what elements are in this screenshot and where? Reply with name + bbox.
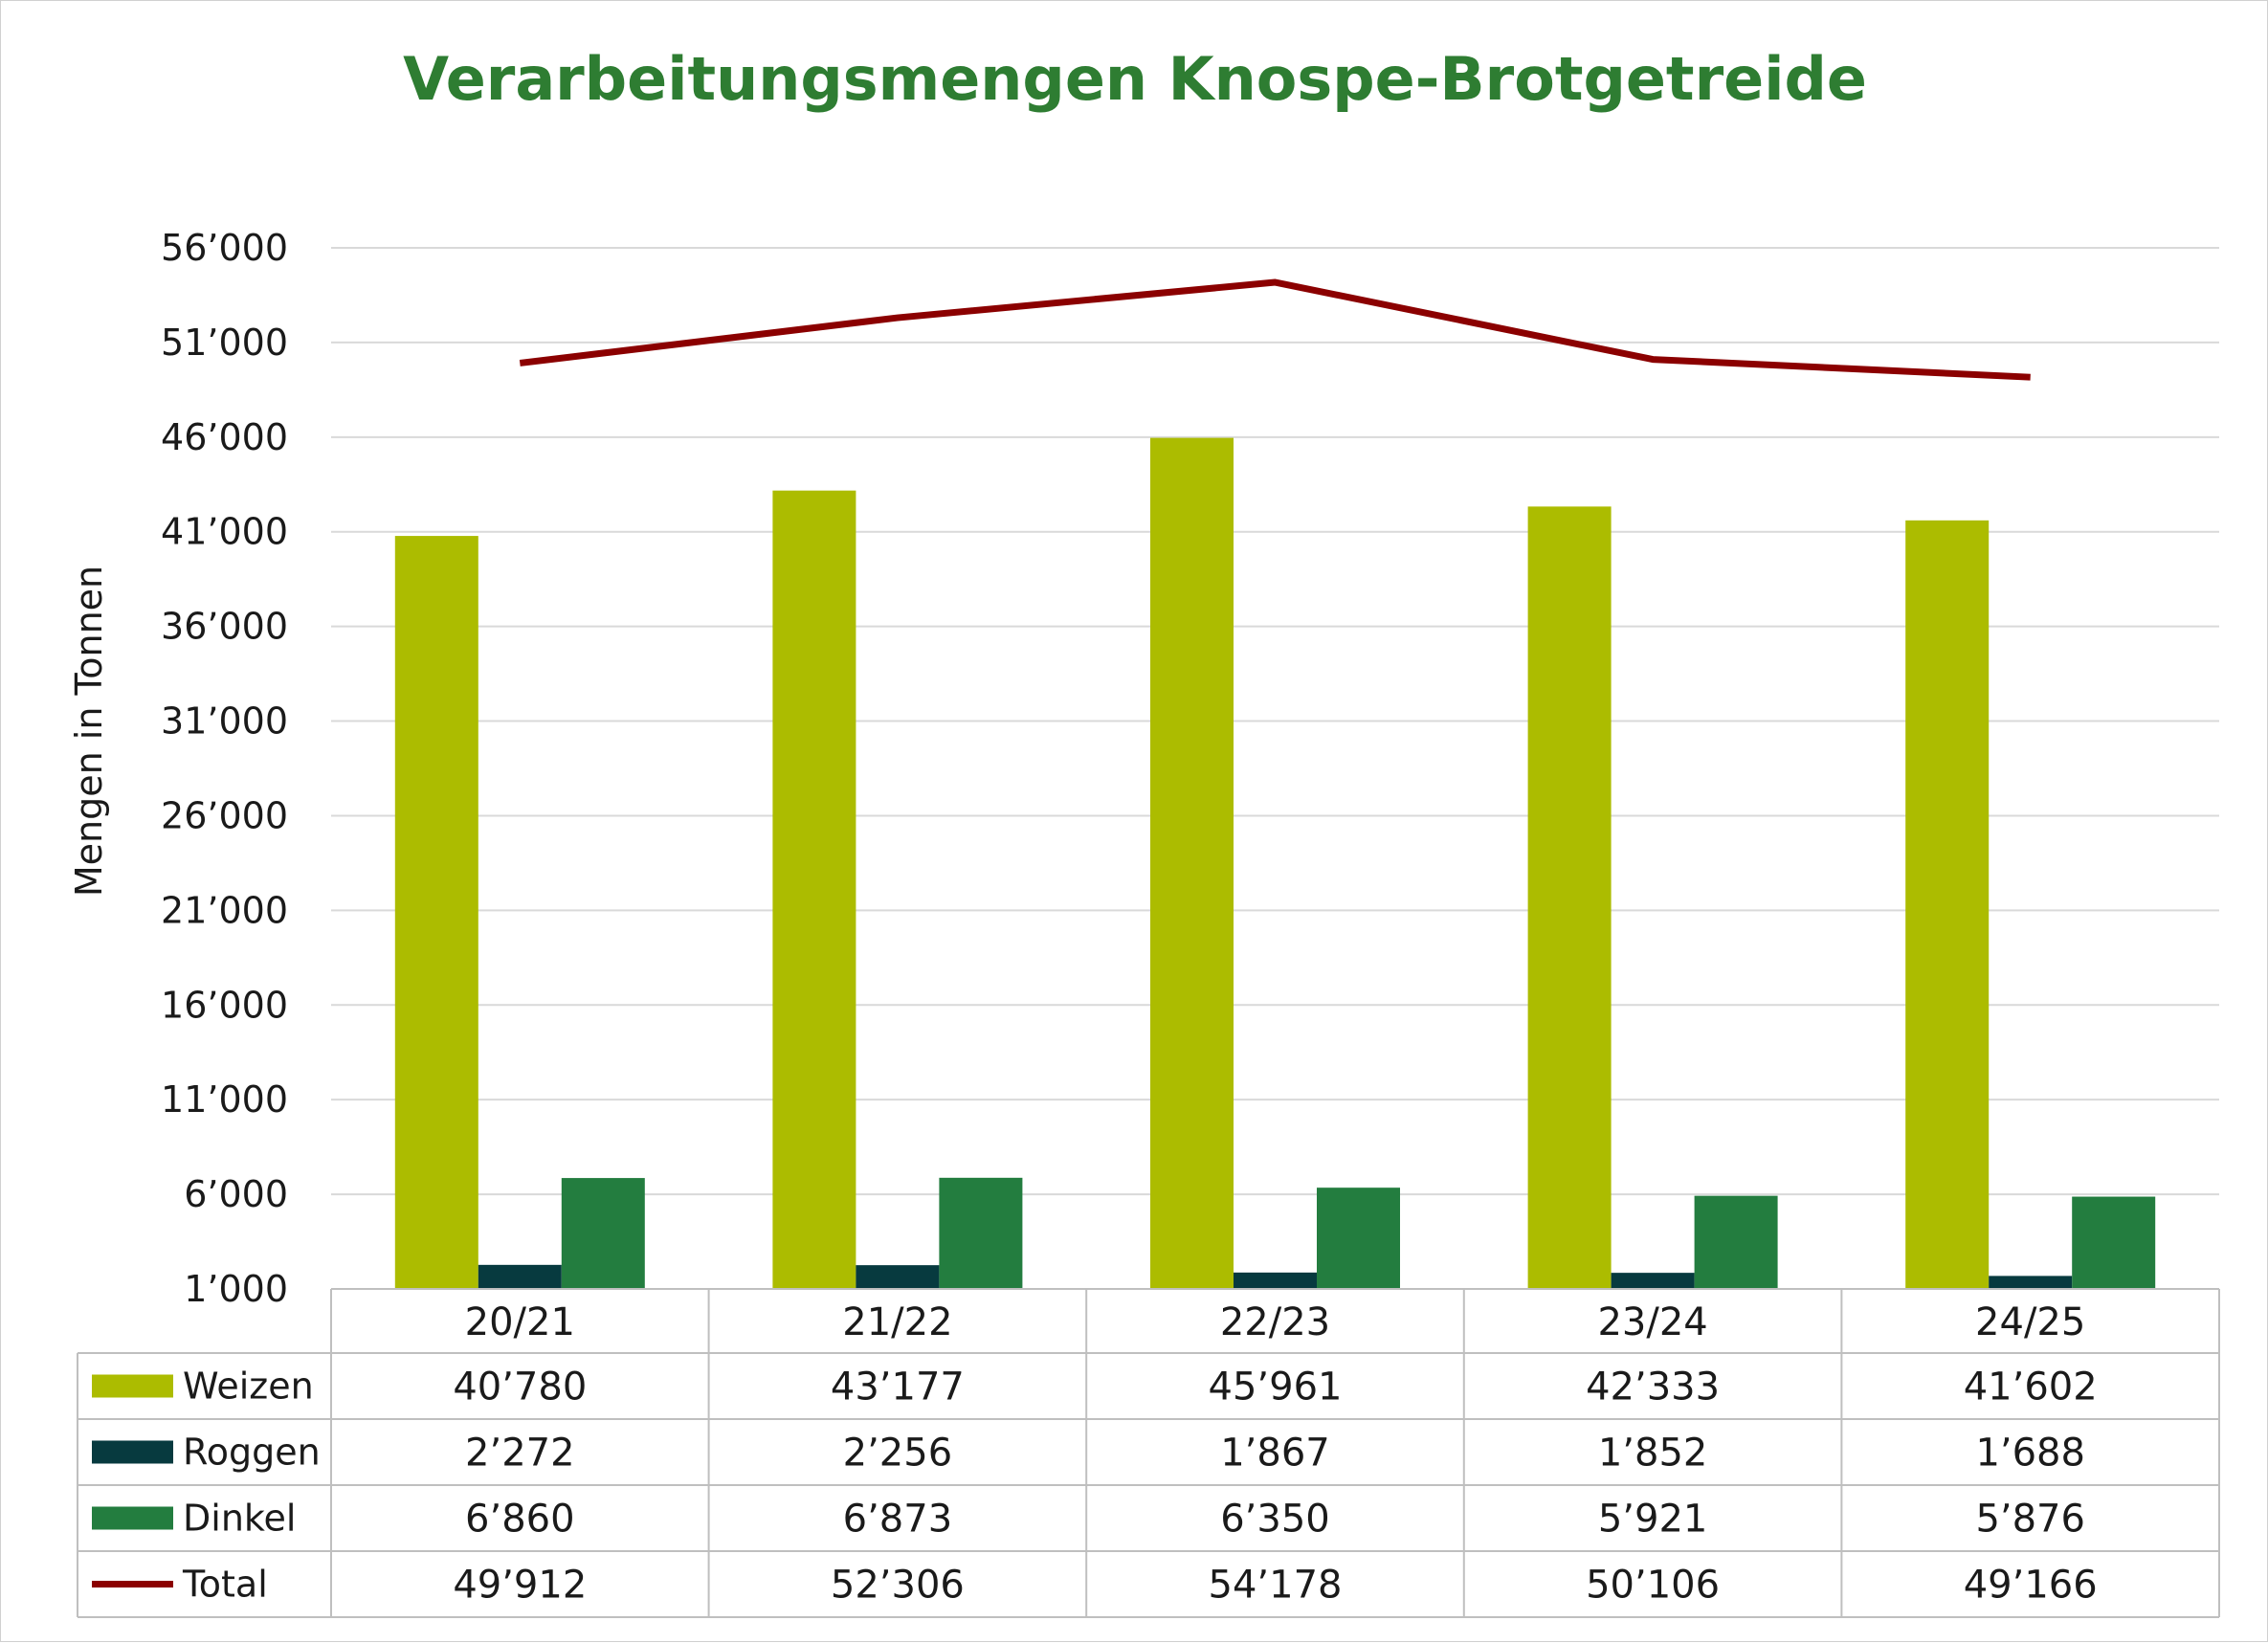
y-tick-label: 36’000 — [161, 606, 288, 648]
x-tick-label: 23/24 — [1597, 1300, 1707, 1344]
data-label-roggen: 2’272 — [465, 1432, 575, 1476]
y-tick-label: 56’000 — [161, 227, 288, 269]
data-label-total: 54’178 — [1209, 1564, 1343, 1608]
data-label-roggen: 1’688 — [1975, 1432, 2085, 1476]
y-tick-label: 51’000 — [161, 322, 288, 364]
x-tick-label: 21/22 — [842, 1300, 952, 1344]
y-tick-label: 6’000 — [184, 1173, 288, 1215]
data-label-weizen: 40’780 — [453, 1365, 587, 1410]
data-label-weizen: 43’177 — [831, 1365, 965, 1410]
legend-label-total: Total — [182, 1564, 268, 1606]
bar-weizen-23-24 — [1527, 506, 1612, 1289]
bar-roggen-23-24 — [1611, 1273, 1695, 1289]
bar-dinkel-22-23 — [1317, 1188, 1400, 1289]
x-tick-label: 22/23 — [1220, 1300, 1330, 1344]
data-label-dinkel: 6’860 — [465, 1498, 575, 1542]
y-tick-label: 16’000 — [161, 984, 288, 1026]
y-axis-ticks: 56’000 51’000 46’000 41’000 36’000 31’000 26’0… — [161, 227, 288, 1310]
data-label-roggen: 1’867 — [1220, 1432, 1330, 1476]
line-total — [519, 278, 2031, 381]
y-tick-label: 46’000 — [161, 416, 288, 458]
bar-weizen-21-22 — [772, 490, 856, 1289]
data-label-weizen: 41’602 — [1964, 1365, 2098, 1410]
data-table: 20/21 21/22 22/23 23/24 24/25 Weizen 40’780 43’… — [77, 1288, 2220, 1618]
data-label-roggen: 1’852 — [1598, 1432, 1708, 1476]
bar-roggen-22-23 — [1234, 1272, 1317, 1289]
bar-dinkel-21-22 — [939, 1177, 1023, 1289]
data-label-dinkel: 5’921 — [1598, 1498, 1708, 1542]
bar-weizen-20-21 — [394, 536, 478, 1289]
x-tick-label: 24/25 — [1975, 1300, 2085, 1344]
line-series — [519, 278, 2031, 381]
bar-weizen-24-25 — [1905, 520, 1990, 1289]
bar-dinkel-23-24 — [1694, 1195, 1778, 1289]
y-tick-label: 1’000 — [184, 1268, 288, 1310]
legend-label-dinkel: Dinkel — [183, 1498, 297, 1540]
bar-weizen-22-23 — [1150, 437, 1234, 1289]
data-label-dinkel: 6’873 — [843, 1498, 953, 1542]
data-label-roggen: 2’256 — [843, 1432, 953, 1476]
legend-key-dinkel — [92, 1506, 173, 1530]
data-label-total: 50’106 — [1586, 1564, 1720, 1608]
data-label-dinkel: 6’350 — [1220, 1498, 1330, 1542]
bar-roggen-20-21 — [478, 1264, 562, 1289]
x-tick-label: 20/21 — [465, 1300, 575, 1344]
bar-roggen-24-25 — [1989, 1276, 2073, 1289]
chart-title: Verarbeitungsmengen Knospe-Brotgetreide — [403, 44, 1867, 114]
data-label-weizen: 45’961 — [1209, 1365, 1343, 1410]
y-axis-title: Mengen in Tonnen — [68, 566, 110, 897]
bar-roggen-21-22 — [856, 1265, 940, 1289]
bar-dinkel-20-21 — [561, 1178, 645, 1289]
y-tick-label: 11’000 — [161, 1078, 288, 1121]
data-label-total: 49’166 — [1964, 1564, 2098, 1608]
legend-key-roggen — [92, 1440, 173, 1464]
legend-key-weizen — [92, 1374, 173, 1398]
bar-dinkel-24-25 — [2072, 1196, 2156, 1289]
legend-label-roggen: Roggen — [183, 1432, 321, 1474]
y-tick-label: 21’000 — [161, 889, 288, 931]
y-tick-label: 41’000 — [161, 511, 288, 553]
y-tick-label: 26’000 — [161, 794, 288, 836]
data-label-total: 49’912 — [453, 1564, 587, 1608]
data-label-total: 52’306 — [831, 1564, 965, 1608]
y-tick-label: 31’000 — [161, 700, 288, 743]
data-label-dinkel: 5’876 — [1975, 1498, 2085, 1542]
legend-label-weizen: Weizen — [183, 1365, 314, 1408]
bar-series — [394, 437, 2156, 1289]
data-label-weizen: 42’333 — [1586, 1365, 1720, 1410]
